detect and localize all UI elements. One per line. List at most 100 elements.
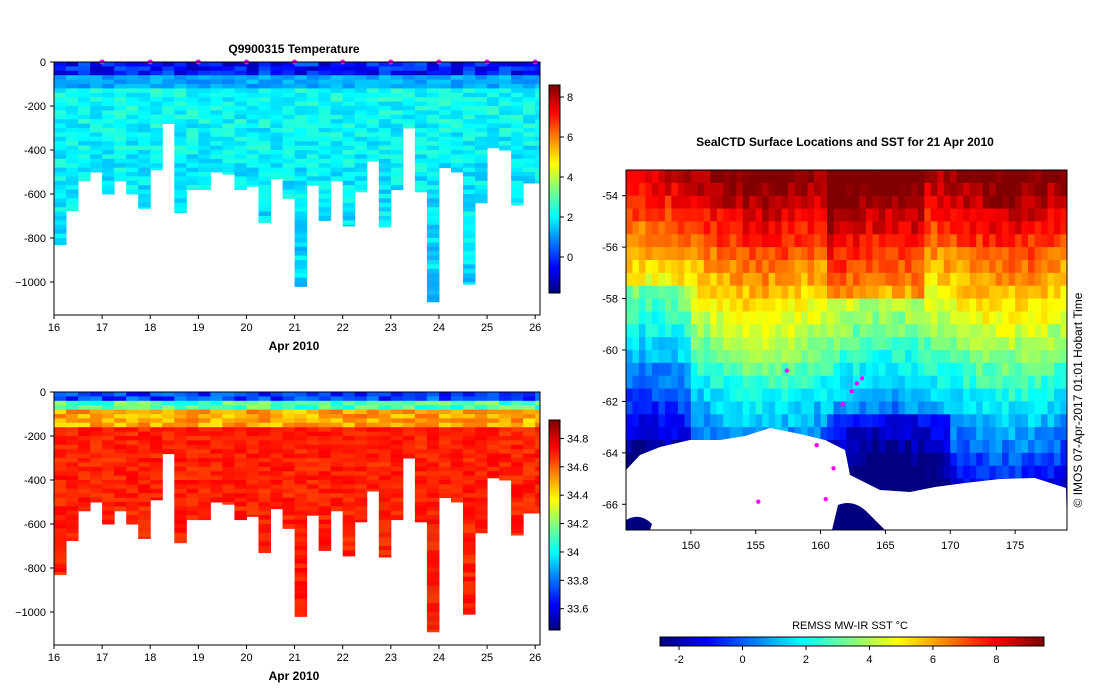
temperature-cell [463, 123, 476, 129]
temperature-cell [66, 202, 79, 208]
temperature-cell [426, 167, 440, 173]
sst-cell [846, 465, 854, 480]
salinity-x-label: Apr 2010 [269, 669, 320, 683]
sst-cell [788, 195, 796, 210]
salinity-cell [306, 414, 320, 419]
sst-cell [911, 298, 919, 313]
sst-cell [840, 350, 848, 364]
sst-cell [852, 272, 861, 287]
temperature-cell [198, 101, 211, 107]
sst-cell [807, 427, 815, 441]
sst-cell [950, 285, 958, 300]
temperature-cell [102, 154, 115, 160]
temperature-cell [294, 198, 308, 204]
salinity-cell [54, 484, 67, 490]
salinity-cell [246, 466, 260, 472]
temperature-cell [463, 180, 476, 186]
sst-cell [956, 414, 964, 428]
sst-cell [710, 221, 718, 235]
temperature-cell [378, 101, 392, 107]
temperature-cell [475, 176, 488, 182]
sst-cell [768, 195, 776, 210]
salinity-cell [174, 400, 187, 406]
temperature-cell [438, 97, 452, 103]
temperature-cell [342, 202, 356, 208]
salinity-cell [150, 418, 163, 424]
sst-cell [710, 182, 718, 197]
temperature-cell [258, 194, 272, 199]
salinity-cell [354, 409, 368, 415]
temperature-cell [487, 114, 500, 120]
temperature-cell [102, 114, 115, 120]
sst-cell [671, 337, 679, 351]
sst-cell [742, 337, 750, 351]
salinity-cell [438, 480, 452, 485]
salinity-cell [330, 471, 344, 477]
temperature-cell [342, 211, 356, 217]
temperature-cell [414, 136, 428, 142]
salinity-cell [198, 471, 211, 477]
sst-cell [677, 195, 685, 210]
salinity-cell [258, 506, 272, 512]
sst-cell [736, 401, 744, 415]
temperature-cell [511, 66, 524, 72]
temperature-cell [487, 62, 500, 67]
sst-cell [801, 414, 809, 428]
temperature-cell [54, 119, 67, 125]
sst-cell [690, 427, 698, 441]
sst-cell [710, 298, 718, 313]
salinity-cell [378, 554, 392, 558]
salinity-cell [450, 418, 464, 424]
temperature-cell [126, 163, 139, 169]
temperature-cell [174, 176, 187, 182]
salinity-cell [90, 436, 103, 441]
salinity-cell [234, 449, 247, 455]
sst-cell [1034, 311, 1042, 325]
sst-cell [1008, 388, 1016, 403]
sst-cell [1008, 221, 1016, 235]
sst-cell [982, 285, 990, 300]
salinity-cell [342, 515, 356, 521]
temperature-cell [402, 110, 416, 116]
salinity-cell [294, 462, 308, 468]
temperature-cell [450, 101, 464, 107]
temperature-cell [114, 145, 127, 151]
temperature-cell [499, 92, 512, 98]
sst-cell [658, 350, 666, 364]
sst-cell [684, 324, 692, 338]
salinity-cell [450, 427, 464, 433]
temperature-cell [487, 128, 500, 133]
salinity-cell [114, 497, 127, 503]
temperature-cell [463, 97, 476, 103]
salinity-cell [487, 396, 500, 402]
temperature-cell [258, 198, 272, 204]
salinity-cell [234, 466, 247, 472]
salinity-cell [390, 418, 404, 424]
salinity-cell [426, 524, 440, 529]
temperature-cell [150, 66, 163, 72]
temperature-cell [138, 97, 151, 103]
temperature-cell [426, 88, 440, 94]
sst-cell [1015, 452, 1023, 467]
sst-cell [963, 170, 971, 184]
salinity-cell [426, 590, 440, 595]
sst-cell [729, 285, 737, 300]
temperature-cell [234, 92, 247, 98]
temperature-cell [499, 88, 512, 94]
temperature-cell [378, 167, 392, 173]
salinity-plot-frame [53, 391, 541, 646]
temperature-cell [138, 145, 151, 151]
salinity-cell [54, 546, 67, 551]
salinity-cell [450, 392, 464, 397]
sst-cell [982, 170, 990, 184]
temperature-cell [402, 123, 416, 129]
salinity-cell [54, 458, 67, 463]
sst-cell [852, 401, 861, 415]
salinity-cell [402, 444, 416, 450]
temperature-cell [354, 114, 368, 120]
temperature-cell [330, 163, 344, 169]
salinity-cell [126, 475, 139, 481]
salinity-cell [414, 462, 428, 468]
temperature-cell [511, 79, 524, 85]
temperature-cell [354, 145, 368, 151]
